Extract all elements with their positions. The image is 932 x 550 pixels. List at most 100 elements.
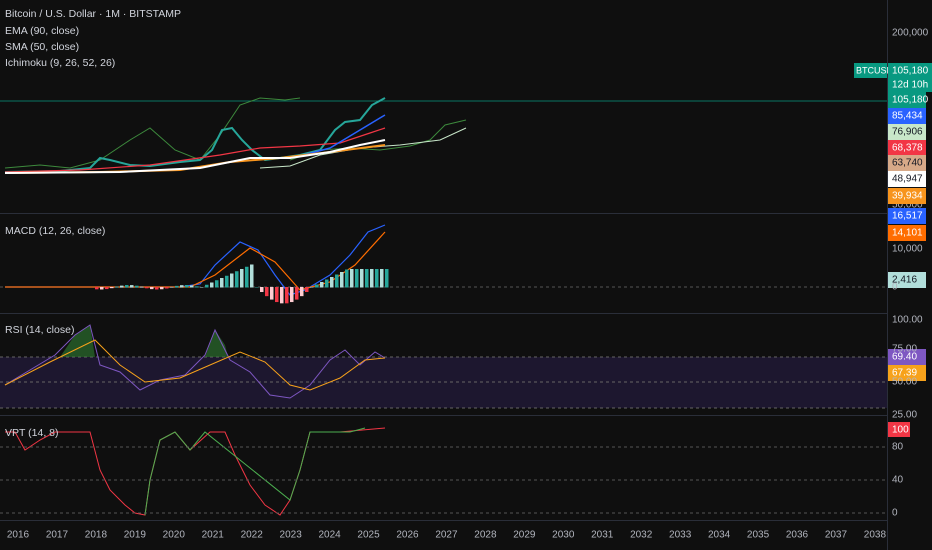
vpt-levels — [0, 446, 887, 514]
axis-label: 50,000 — [892, 200, 923, 211]
axis-label: 200,000 — [892, 28, 929, 39]
symbol-title: Bitcoin / U.S. Dollar · 1M · BITSTAMP — [5, 8, 181, 20]
histogram-bar — [270, 287, 274, 300]
value-tag-label: 68,378 — [892, 143, 923, 154]
axis-label: 100.00 — [892, 315, 923, 326]
histogram-bar — [200, 287, 204, 288]
histogram-bar — [245, 266, 249, 288]
histogram-bar — [160, 287, 164, 290]
histogram-bar — [140, 286, 144, 288]
histogram-bar — [385, 269, 389, 288]
year-label: 2019 — [124, 530, 147, 541]
histogram-bar — [170, 286, 174, 288]
histogram-bar — [255, 287, 259, 288]
value-tag — [888, 365, 926, 381]
histogram-bar — [165, 287, 169, 289]
year-label: 2032 — [630, 530, 653, 541]
histogram-bar — [315, 284, 319, 288]
histogram-bar — [205, 284, 209, 288]
year-label: 2023 — [280, 530, 303, 541]
histogram-bar — [95, 287, 99, 290]
macd-line — [5, 224, 386, 296]
year-label: 2018 — [85, 530, 108, 541]
value-tag-label: 2,416 — [892, 275, 917, 286]
rsi-overbought-2 — [205, 330, 228, 357]
value-tag — [888, 225, 926, 241]
rsi-line — [4, 324, 386, 399]
histogram-bar — [280, 287, 284, 304]
year-label: 2027 — [435, 530, 458, 541]
year-label: 2021 — [202, 530, 225, 541]
histogram-bar — [145, 287, 149, 289]
value-tag-label: 16,517 — [892, 211, 923, 222]
histogram-bar — [110, 287, 114, 289]
value-tag — [888, 140, 926, 156]
histogram-bar — [175, 285, 179, 288]
value-tag-label: 105,180 — [892, 95, 929, 106]
year-label: 2029 — [513, 530, 536, 541]
value-tag — [888, 171, 926, 187]
indicator-title: Ichimoku (9, 26, 52, 26) — [5, 57, 115, 69]
histogram-bar — [295, 287, 299, 300]
histogram-bar — [360, 269, 364, 288]
year-label: 2033 — [669, 530, 692, 541]
price-tags: 105,180 85,434 76,906 68,378 63,740 48,947 39,… — [888, 92, 929, 381]
rsi-levels — [0, 356, 887, 409]
year-label: 2020 — [163, 530, 186, 541]
separators — [0, 0, 888, 550]
value-tag — [888, 272, 926, 288]
sma-line — [4, 127, 386, 173]
symbol-tag — [854, 63, 887, 78]
histogram-bar — [305, 287, 309, 293]
year-label: 2028 — [474, 530, 497, 541]
value-tag-label: 85,434 — [892, 111, 923, 122]
histogram-bar — [250, 264, 254, 288]
histogram-bar — [120, 285, 124, 288]
indicator-title: SMA (50, close) — [5, 41, 79, 53]
year-label: 2036 — [786, 530, 809, 541]
histogram-bar — [365, 269, 369, 288]
value-tag — [888, 188, 926, 204]
year-label: 2030 — [552, 530, 575, 541]
histogram-bar — [230, 273, 234, 288]
histogram-bar — [180, 285, 184, 288]
year-label: 2026 — [396, 530, 419, 541]
value-tag — [888, 92, 926, 108]
value-tag — [888, 349, 926, 365]
histogram-bar — [260, 287, 264, 293]
histogram-bar — [235, 271, 239, 288]
value-tag-label: 76,906 — [892, 127, 923, 138]
histogram-bar — [240, 269, 244, 288]
sma-white — [4, 139, 386, 174]
histogram-bar — [150, 287, 154, 290]
axis-label: 75.00 — [892, 344, 917, 355]
histogram-bar — [105, 287, 109, 290]
price-label: 105,180 — [892, 66, 929, 77]
year-label: 2034 — [708, 530, 731, 541]
histogram-bar — [215, 280, 219, 288]
histogram-bar — [275, 287, 279, 303]
year-label: 2031 — [591, 530, 614, 541]
year-label: 2035 — [747, 530, 770, 541]
year-label: 2017 — [46, 530, 69, 541]
macd-histogram — [95, 264, 389, 304]
rsi-title: RSI (14, close) — [5, 324, 74, 336]
countdown: 12d 10h — [892, 80, 928, 91]
histogram-bar — [265, 287, 269, 297]
histogram-bar — [320, 282, 324, 288]
histogram-bar — [185, 285, 189, 288]
year-label: 2037 — [825, 530, 848, 541]
histogram-bar — [340, 272, 344, 288]
year-label: 2022 — [241, 530, 264, 541]
vpt-title: VPT (14, 8) — [5, 427, 59, 439]
value-tag-label: 63,740 — [892, 158, 923, 169]
axis-label: 40 — [892, 475, 904, 486]
axis-label: 10,000 — [892, 244, 923, 255]
value-tag-label: 67.39 — [892, 368, 917, 379]
histogram-bar — [115, 286, 119, 288]
price-candles — [4, 97, 386, 173]
histogram-bar — [220, 278, 224, 288]
year-label: 2038 — [864, 530, 887, 541]
